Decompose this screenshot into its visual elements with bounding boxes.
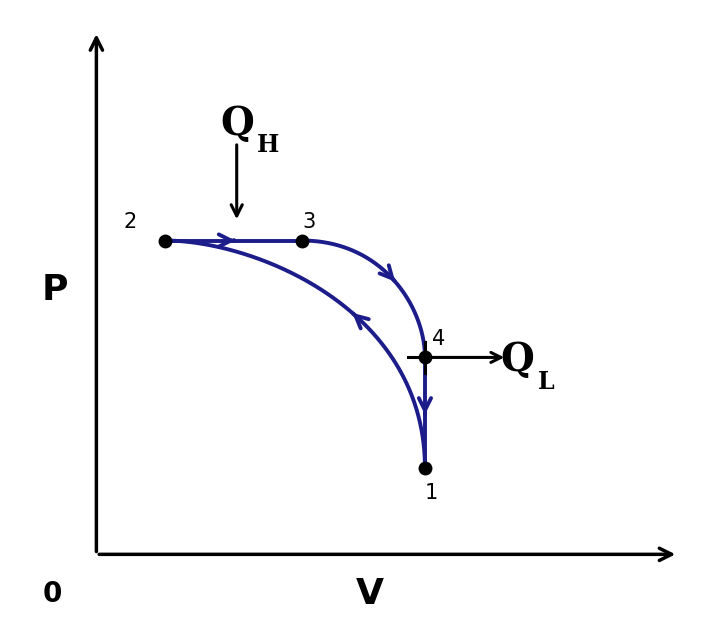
Text: P: P <box>42 272 68 307</box>
Text: 2: 2 <box>124 212 137 232</box>
Text: 4: 4 <box>432 329 445 349</box>
Text: L: L <box>538 370 555 394</box>
Text: Q: Q <box>220 104 254 142</box>
Text: H: H <box>257 133 279 157</box>
Text: 1: 1 <box>425 483 438 503</box>
Text: 3: 3 <box>302 212 315 232</box>
Text: 0: 0 <box>42 580 61 608</box>
Text: Q: Q <box>501 342 535 379</box>
Text: V: V <box>356 578 384 612</box>
